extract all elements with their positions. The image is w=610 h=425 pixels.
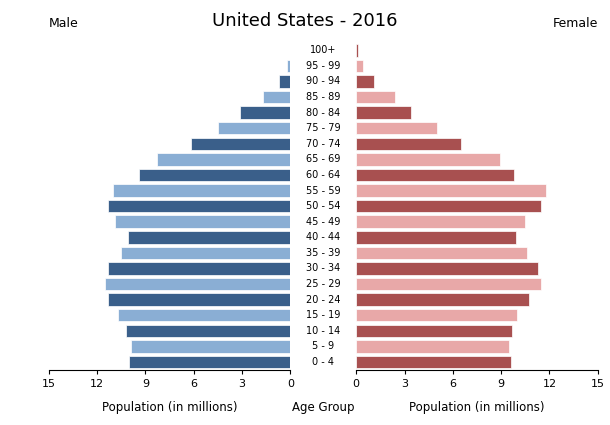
Text: 30 - 34: 30 - 34 xyxy=(306,264,340,273)
Bar xyxy=(105,278,290,290)
Bar xyxy=(263,91,290,103)
Text: 60 - 64: 60 - 64 xyxy=(306,170,340,180)
Text: 45 - 49: 45 - 49 xyxy=(306,217,340,227)
Bar xyxy=(356,106,411,119)
Bar xyxy=(356,200,542,212)
Text: Population (in millions): Population (in millions) xyxy=(102,402,237,414)
Bar xyxy=(356,340,509,353)
Bar xyxy=(356,184,547,197)
Text: 80 - 84: 80 - 84 xyxy=(306,108,340,118)
Bar xyxy=(109,262,290,275)
Bar xyxy=(356,122,437,134)
Text: 75 - 79: 75 - 79 xyxy=(306,123,340,133)
Bar xyxy=(356,138,461,150)
Text: 95 - 99: 95 - 99 xyxy=(306,61,340,71)
Text: 10 - 14: 10 - 14 xyxy=(306,326,340,336)
Bar xyxy=(127,231,290,244)
Text: 15 - 19: 15 - 19 xyxy=(306,310,340,320)
Text: 65 - 69: 65 - 69 xyxy=(306,154,340,164)
Text: 35 - 39: 35 - 39 xyxy=(306,248,340,258)
Bar xyxy=(356,215,525,228)
Bar xyxy=(157,153,290,166)
Bar xyxy=(240,106,290,119)
Bar xyxy=(121,246,290,259)
Bar xyxy=(279,75,290,88)
Bar xyxy=(356,325,512,337)
Bar xyxy=(356,246,527,259)
Text: Age Group: Age Group xyxy=(292,402,354,414)
Bar xyxy=(218,122,290,134)
Bar xyxy=(356,293,528,306)
Bar xyxy=(118,309,290,321)
Text: 40 - 44: 40 - 44 xyxy=(306,232,340,242)
Bar xyxy=(356,169,514,181)
Text: 25 - 29: 25 - 29 xyxy=(306,279,340,289)
Text: 85 - 89: 85 - 89 xyxy=(306,92,340,102)
Bar xyxy=(356,91,395,103)
Bar xyxy=(356,262,538,275)
Bar xyxy=(356,75,374,88)
Text: 5 - 9: 5 - 9 xyxy=(312,341,334,351)
Bar xyxy=(139,169,290,181)
Text: 50 - 54: 50 - 54 xyxy=(306,201,340,211)
Text: 90 - 94: 90 - 94 xyxy=(306,76,340,86)
Bar xyxy=(109,200,290,212)
Bar xyxy=(129,356,290,368)
Text: Female: Female xyxy=(553,17,598,30)
Bar xyxy=(356,309,517,321)
Bar xyxy=(190,138,290,150)
Bar xyxy=(356,60,363,72)
Text: United States - 2016: United States - 2016 xyxy=(212,12,398,30)
Bar xyxy=(131,340,290,353)
Bar xyxy=(356,278,542,290)
Text: 55 - 59: 55 - 59 xyxy=(306,186,340,196)
Text: 0 - 4: 0 - 4 xyxy=(312,357,334,367)
Bar xyxy=(113,184,290,197)
Text: 20 - 24: 20 - 24 xyxy=(306,295,340,305)
Text: 70 - 74: 70 - 74 xyxy=(306,139,340,149)
Text: Population (in millions): Population (in millions) xyxy=(409,402,545,414)
Bar xyxy=(287,60,290,72)
Bar xyxy=(356,44,358,57)
Text: 100+: 100+ xyxy=(310,45,337,55)
Text: Male: Male xyxy=(49,17,79,30)
Bar xyxy=(126,325,290,337)
Bar xyxy=(356,231,515,244)
Bar xyxy=(109,293,290,306)
Bar xyxy=(356,356,511,368)
Bar xyxy=(115,215,290,228)
Bar xyxy=(356,153,500,166)
